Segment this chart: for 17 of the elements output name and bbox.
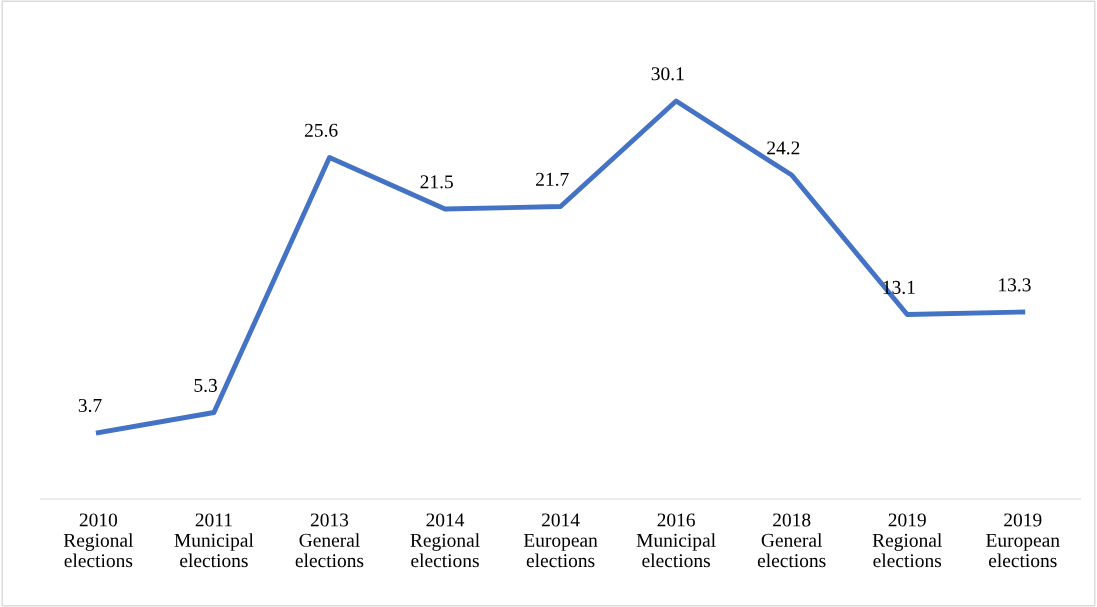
x-tick-label: 2019 Regional elections	[872, 513, 942, 568]
x-tick-label: 2013 General elections	[295, 513, 364, 568]
data-label: 21.5	[420, 175, 453, 189]
data-label: 30.1	[651, 67, 684, 81]
data-label: 21.7	[536, 172, 569, 186]
x-tick-label: 2011 Municipal elections	[174, 513, 254, 568]
data-label: 13.3	[999, 278, 1031, 292]
x-tick-label: 2010 Regional elections	[63, 513, 134, 568]
x-tick-label: 2016 Municipal elections	[636, 513, 716, 568]
x-tick-label: 2014 Regional elections	[410, 513, 480, 568]
x-tick-label: 2019 European elections	[986, 513, 1060, 568]
data-label: 5.3	[194, 378, 217, 392]
x-tick-label: 2014 European elections	[523, 513, 598, 568]
x-tick-label: 2018 General elections	[757, 513, 826, 568]
data-label: 3.7	[78, 398, 102, 413]
data-label: 25.6	[304, 123, 338, 137]
data-label: 24.2	[767, 141, 800, 155]
